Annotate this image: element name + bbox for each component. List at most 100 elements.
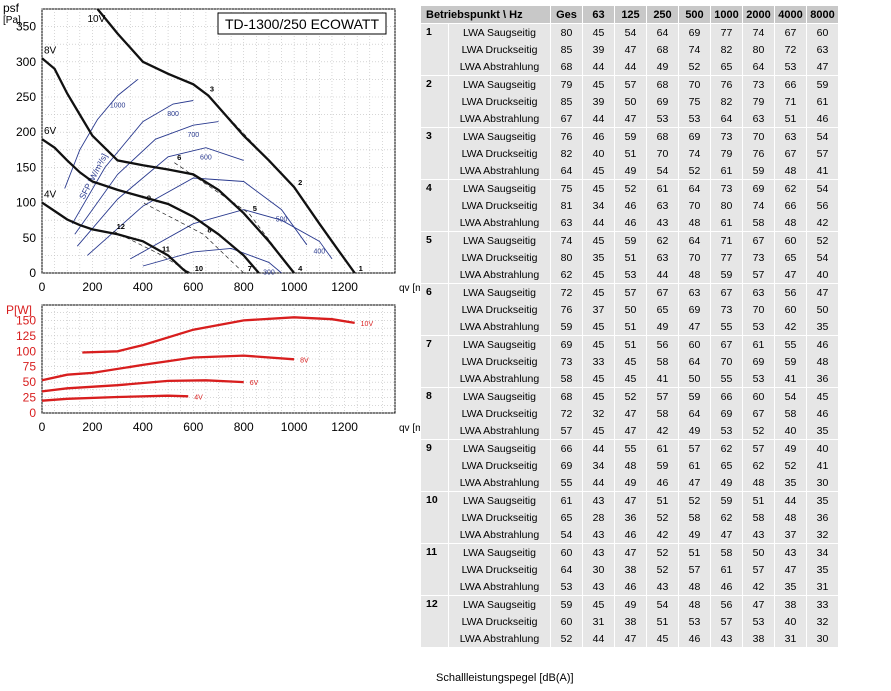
value-cell: 47 — [678, 474, 711, 492]
sfp-curve — [71, 100, 194, 224]
value-cell: 68 — [646, 75, 679, 93]
value-cell: 45 — [582, 23, 615, 41]
value-cell: 59 — [710, 266, 743, 284]
value-cell: 79 — [710, 145, 743, 162]
value-cell: 49 — [646, 58, 679, 76]
power-curve-label: 10V — [361, 321, 374, 328]
value-cell: 79 — [742, 93, 775, 110]
value-cell: 68 — [646, 41, 679, 58]
operating-point-label: 8 — [207, 225, 211, 234]
table-row: 5 LWA Saugseitig 74 45 59 62 64 71 67 60 52 — [421, 231, 839, 284]
value-cell: 57 — [646, 387, 679, 405]
value-cell: 43 — [774, 543, 807, 561]
table-row: 9 LWA Saugseitig 66 44 55 61 57 62 57 49 40 — [421, 439, 839, 492]
value-cell: 45 — [582, 595, 615, 613]
value-cell: 46 — [710, 578, 743, 596]
value-cell: 63 — [646, 197, 679, 214]
value-cell: 61 — [710, 214, 743, 232]
table-row: LWA Druckseitig 85 39 50 69 75 82 79 71 61 — [421, 93, 839, 110]
value-cell: 65 — [774, 249, 807, 266]
value-cell: 52 — [550, 630, 583, 647]
value-cell: 32 — [582, 405, 615, 422]
value-cell: 60 — [806, 23, 839, 41]
x-tick-label: 600 — [183, 280, 203, 294]
operating-point-label: 4 — [298, 264, 303, 273]
value-cell: 65 — [550, 509, 583, 526]
value-cell: 35 — [806, 561, 839, 578]
value-cell: 42 — [646, 526, 679, 544]
fan-curve — [41, 201, 189, 274]
value-cell: 61 — [710, 162, 743, 180]
measurement-type-cell: LWA Saugseitig — [448, 231, 551, 249]
table-row: LWA Druckseitig 64 30 38 52 57 61 57 47 35 — [421, 561, 839, 578]
value-cell: 67 — [742, 405, 775, 422]
value-cell: 58 — [774, 405, 807, 422]
value-cell: 63 — [678, 283, 711, 301]
value-cell: 47 — [806, 58, 839, 76]
value-cell: 57 — [678, 439, 711, 457]
table-row: LWA Abstrahlung 62 45 53 44 48 59 57 47 40 — [421, 266, 839, 284]
value-cell: 65 — [710, 457, 743, 474]
value-cell: 40 — [806, 266, 839, 284]
measurement-type-cell: LWA Druckseitig — [448, 145, 551, 162]
value-cell: 41 — [806, 457, 839, 474]
power-curve — [41, 379, 244, 393]
value-cell: 48 — [678, 595, 711, 613]
table-row: LWA Abstrahlung 67 44 47 53 53 64 63 51 46 — [421, 110, 839, 128]
x-tick-label: 1200 — [331, 420, 358, 434]
value-cell: 67 — [710, 283, 743, 301]
value-cell: 52 — [678, 491, 711, 509]
value-cell: 39 — [582, 93, 615, 110]
value-cell: 54 — [614, 23, 647, 41]
power-curve — [41, 354, 295, 382]
table-row: LWA Abstrahlung 52 44 47 45 46 43 38 31 30 — [421, 630, 839, 647]
value-cell: 31 — [582, 613, 615, 630]
operating-point-label: 5 — [253, 204, 257, 213]
measurement-type-cell: LWA Abstrahlung — [448, 630, 551, 647]
y-tick-label: 0 — [29, 406, 36, 420]
value-cell: 50 — [678, 370, 711, 388]
value-cell: 46 — [806, 110, 839, 128]
value-cell: 50 — [742, 543, 775, 561]
table-row: LWA Abstrahlung 53 43 46 43 48 46 42 35 31 — [421, 578, 839, 596]
value-cell: 80 — [710, 197, 743, 214]
value-cell: 59 — [806, 75, 839, 93]
value-cell: 46 — [614, 214, 647, 232]
value-cell: 74 — [742, 23, 775, 41]
value-cell: 42 — [806, 214, 839, 232]
value-cell: 60 — [774, 301, 807, 318]
value-cell: 69 — [710, 405, 743, 422]
measurement-type-cell: LWA Saugseitig — [448, 335, 551, 353]
value-cell: 47 — [774, 561, 807, 578]
value-cell: 64 — [550, 561, 583, 578]
value-cell: 53 — [614, 266, 647, 284]
value-cell: 46 — [614, 526, 647, 544]
value-cell: 69 — [742, 353, 775, 370]
value-cell: 62 — [742, 457, 775, 474]
value-cell: 73 — [742, 249, 775, 266]
value-cell: 46 — [614, 578, 647, 596]
operating-point-label: 7 — [248, 264, 252, 273]
value-cell: 69 — [550, 457, 583, 474]
value-cell: 37 — [582, 301, 615, 318]
value-cell: 82 — [550, 145, 583, 162]
value-cell: 34 — [582, 457, 615, 474]
value-cell: 57 — [678, 561, 711, 578]
value-cell: 55 — [550, 474, 583, 492]
value-cell: 54 — [646, 595, 679, 613]
measurement-type-cell: LWA Druckseitig — [448, 353, 551, 370]
table-row: LWA Druckseitig 60 31 38 51 53 57 53 40 32 — [421, 613, 839, 630]
value-cell: 45 — [614, 370, 647, 388]
value-cell: 57 — [550, 422, 583, 440]
value-cell: 74 — [678, 41, 711, 58]
sfp-curve — [64, 79, 139, 189]
table-row: LWA Druckseitig 76 37 50 65 69 73 70 60 50 — [421, 301, 839, 318]
value-cell: 49 — [678, 422, 711, 440]
header-col: 63 — [582, 6, 615, 24]
table-row: LWA Druckseitig 72 32 47 58 64 69 67 58 46 — [421, 405, 839, 422]
measurement-type-cell: LWA Abstrahlung — [448, 318, 551, 336]
value-cell: 54 — [806, 249, 839, 266]
sfp-curve-label: 700 — [187, 132, 199, 139]
value-cell: 57 — [806, 145, 839, 162]
sfp-curve-label: 1000 — [110, 103, 126, 110]
